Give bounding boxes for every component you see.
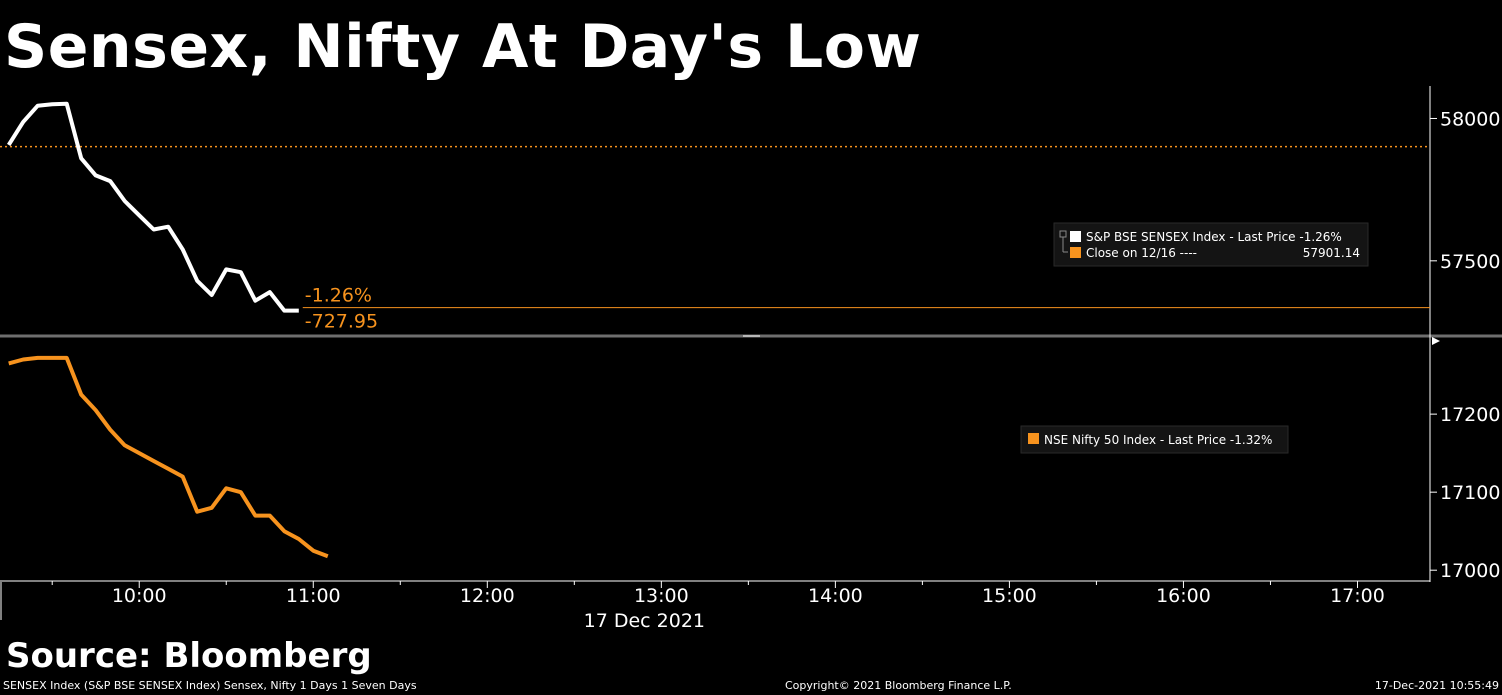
footer-timestamp: 17-Dec-2021 10:55:49 — [1374, 679, 1499, 692]
x-tick-label: 13:00 — [634, 585, 689, 607]
nifty-y-ticks: 17200 17100 17000 — [1430, 404, 1500, 582]
footer-bar: SENSEX Index (S&P BSE SENSEX Index) Sens… — [0, 676, 1502, 695]
chart: 10:00 11:00 12:00 13:00 14:00 15:00 16:00 17:00… — [0, 86, 1502, 632]
sensex-change-pct-label: -1.26% — [305, 285, 372, 307]
sensex-legend-swatch — [1070, 231, 1081, 242]
sensex-series-line — [7, 101, 299, 313]
nifty-y-tick-label: 17000 — [1440, 560, 1500, 582]
nifty-y-tick-label: 17200 — [1440, 404, 1500, 426]
close-legend-value: 57901.14 — [1303, 246, 1360, 260]
nifty-series-line — [8, 355, 329, 559]
sensex-y-tick-label: 57500 — [1440, 251, 1500, 273]
nifty-y-tick-label: 17100 — [1440, 482, 1500, 504]
close-legend-swatch — [1070, 247, 1081, 258]
x-axis-date-label: 17 Dec 2021 — [584, 610, 705, 632]
x-tick-label: 12:00 — [460, 585, 515, 607]
sensex-legend-label: S&P BSE SENSEX Index - Last Price -1.26% — [1086, 230, 1342, 244]
x-tick-label: 10:00 — [112, 585, 167, 607]
x-tick-label: 17:00 — [1330, 585, 1385, 607]
x-tick-label: 11:00 — [286, 585, 341, 607]
x-tick-label: 15:00 — [982, 585, 1037, 607]
x-tick-label: 16:00 — [1156, 585, 1211, 607]
axis-arrow-top — [1432, 337, 1440, 345]
sensex-change-points-label: -727.95 — [305, 311, 378, 333]
chart-background — [0, 86, 1430, 582]
close-legend-label: Close on 12/16 ---- — [1086, 246, 1197, 260]
nifty-legend[interactable]: NSE Nifty 50 Index - Last Price -1.32% — [1020, 425, 1289, 454]
nifty-legend-swatch — [1028, 433, 1039, 444]
footer-copyright: Copyright© 2021 Bloomberg Finance L.P. — [785, 679, 1012, 692]
sensex-y-ticks: 58000 57500 — [1430, 108, 1500, 273]
footer-description: SENSEX Index (S&P BSE SENSEX Index) Sens… — [3, 679, 417, 692]
x-ticks: 10:00 11:00 12:00 13:00 14:00 15:00 16:00 17:00 — [51, 581, 1385, 607]
sensex-y-tick-label: 58000 — [1440, 108, 1500, 130]
nifty-legend-label: NSE Nifty 50 Index - Last Price -1.32% — [1044, 433, 1272, 447]
source-label: Source: Bloomberg — [6, 636, 372, 676]
headline: Sensex, Nifty At Day's Low — [4, 12, 922, 82]
sensex-legend[interactable]: S&P BSE SENSEX Index - Last Price -1.26%… — [1053, 222, 1369, 267]
x-tick-label: 14:00 — [808, 585, 863, 607]
